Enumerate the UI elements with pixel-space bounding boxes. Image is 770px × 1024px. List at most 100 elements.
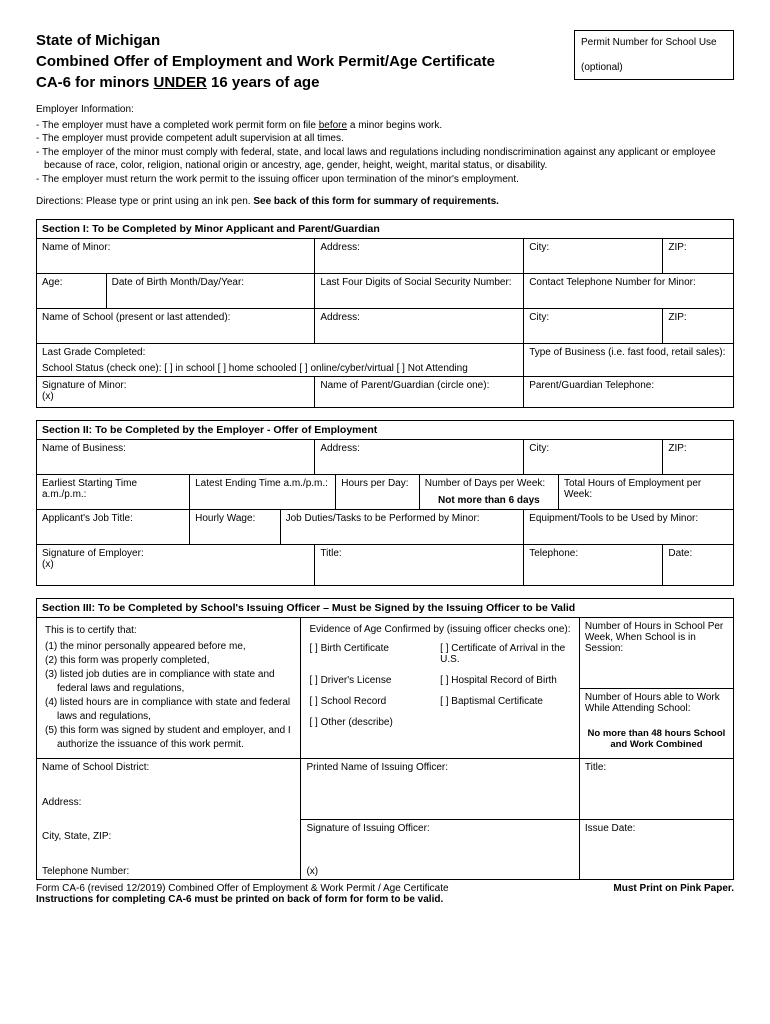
permit-box-line-2: (optional) — [581, 60, 727, 75]
field-age[interactable]: Age: — [37, 274, 107, 308]
field-days-week[interactable]: Number of Days per Week: Not more than 6… — [420, 475, 559, 509]
field-sig-officer[interactable]: Signature of Issuing Officer: (x) — [301, 820, 578, 880]
permit-number-box: Permit Number for School Use (optional) — [574, 30, 734, 80]
sig-officer-label: Signature of Issuing Officer: — [306, 823, 573, 834]
field-city-school[interactable]: City: — [524, 309, 663, 343]
title-3-suffix: 16 years of age — [207, 74, 320, 91]
field-district-tel[interactable]: Telephone Number: — [42, 866, 295, 877]
sig-emp-label: Signature of Employer: — [42, 548, 309, 559]
footer-right: Must Print on Pink Paper. — [613, 883, 734, 905]
footer-line-2: Instructions for completing CA-6 must be… — [36, 894, 449, 905]
field-name-minor[interactable]: Name of Minor: — [37, 239, 315, 273]
directions-prefix: Directions: Please type or print using a… — [36, 196, 253, 207]
field-issue-date[interactable]: Issue Date: — [580, 820, 733, 880]
field-biz-address[interactable]: Address: — [315, 440, 524, 474]
sig-minor-label: Signature of Minor: — [42, 380, 309, 391]
evidence-other[interactable]: [ ] Other (describe) — [309, 717, 440, 728]
field-dob[interactable]: Date of Birth Month/Day/Year: — [107, 274, 316, 308]
evidence-school-record[interactable]: [ ] School Record — [309, 696, 440, 707]
field-emp-tel[interactable]: Telephone: — [524, 545, 663, 585]
field-parent-name[interactable]: Name of Parent/Guardian (circle one): — [315, 377, 524, 407]
footer-line-1: Form CA-6 (revised 12/2019) Combined Off… — [36, 883, 449, 894]
days-week-l1: Number of Days per Week: — [425, 478, 553, 489]
header-row: State of Michigan Combined Offer of Empl… — [36, 30, 734, 93]
field-emp-title[interactable]: Title: — [315, 545, 524, 585]
field-district-csz[interactable]: City, State, ZIP: — [42, 831, 295, 842]
field-school-name[interactable]: Name of School (present or last attended… — [37, 309, 315, 343]
employer-info-list: The employer must have a completed work … — [36, 119, 734, 187]
evidence-baptismal[interactable]: [ ] Baptismal Certificate — [440, 696, 571, 707]
evidence-birth-cert[interactable]: [ ] Birth Certificate — [309, 643, 440, 665]
certify-heading: This is to certify that: — [45, 624, 292, 638]
sig-emp-x: (x) — [42, 559, 309, 570]
field-sig-minor[interactable]: Signature of Minor: (x) — [37, 377, 315, 407]
field-equipment[interactable]: Equipment/Tools to be Used by Minor: — [524, 510, 733, 544]
certify-1: (1) the minor personally appeared before… — [57, 640, 292, 654]
field-biz-name[interactable]: Name of Business: — [37, 440, 315, 474]
emp-info-1c: a minor begins work. — [347, 120, 442, 131]
field-wage[interactable]: Hourly Wage: — [190, 510, 280, 544]
field-total-hours[interactable]: Total Hours of Employment per Week: — [559, 475, 733, 509]
evidence-header: Evidence of Age Confirmed by (issuing of… — [309, 624, 570, 635]
field-contact-tel[interactable]: Contact Telephone Number for Minor: — [524, 274, 733, 308]
field-business-type[interactable]: Type of Business (i.e. fast food, retail… — [524, 344, 733, 376]
field-address-school[interactable]: Address: — [315, 309, 524, 343]
s3-evidence-block: Evidence of Age Confirmed by (issuing of… — [301, 618, 579, 758]
field-parent-tel[interactable]: Parent/Guardian Telephone: — [524, 377, 733, 407]
field-district-name[interactable]: Name of School District: — [42, 762, 295, 773]
field-hours-work[interactable]: Number of Hours able to Work While Atten… — [580, 689, 733, 759]
evidence-arrival-cert[interactable]: [ ] Certificate of Arrival in the U.S. — [440, 643, 571, 665]
field-hours-school[interactable]: Number of Hours in School Per Week, When… — [580, 618, 733, 689]
employer-info-block: Employer Information: The employer must … — [36, 103, 734, 186]
certify-4: (4) listed hours are in compliance with … — [57, 696, 292, 724]
field-zip-1[interactable]: ZIP: — [663, 239, 733, 273]
certify-5: (5) this form was signed by student and … — [57, 724, 292, 752]
field-ssn[interactable]: Last Four Digits of Social Security Numb… — [315, 274, 524, 308]
field-city-1[interactable]: City: — [524, 239, 663, 273]
permit-box-line-1: Permit Number for School Use — [581, 35, 727, 50]
field-start-time[interactable]: Earliest Starting Time a.m./p.m.: — [37, 475, 190, 509]
title-3-prefix: CA-6 for minors — [36, 74, 154, 91]
evidence-drivers-license[interactable]: [ ] Driver's License — [309, 675, 440, 686]
emp-info-item-3: The employer of the minor must comply wi… — [36, 146, 734, 173]
section-1-header: Section I: To be Completed by Minor Appl… — [37, 220, 733, 239]
employer-info-heading: Employer Information: — [36, 103, 734, 117]
title-line-2: Combined Offer of Employment and Work Pe… — [36, 51, 574, 72]
field-job-title[interactable]: Applicant's Job Title: — [37, 510, 190, 544]
field-biz-zip[interactable]: ZIP: — [663, 440, 733, 474]
field-biz-city[interactable]: City: — [524, 440, 663, 474]
emp-info-item-4: The employer must return the work permit… — [36, 173, 734, 187]
hours-work-label: Number of Hours able to Work While Atten… — [585, 692, 728, 714]
directions-line: Directions: Please type or print using a… — [36, 196, 734, 207]
field-duties[interactable]: Job Duties/Tasks to be Performed by Mino… — [281, 510, 525, 544]
field-last-grade[interactable]: Last Grade Completed: — [37, 344, 523, 359]
evidence-hospital-record[interactable]: [ ] Hospital Record of Birth — [440, 675, 571, 686]
grade-status-wrap: Last Grade Completed: School Status (che… — [37, 344, 524, 376]
section-3: Section III: To be Completed by School's… — [36, 598, 734, 880]
title-line-1: State of Michigan — [36, 30, 574, 51]
field-district-address[interactable]: Address: — [42, 797, 295, 808]
certify-2: (2) this form was properly completed, — [57, 654, 292, 668]
field-zip-school[interactable]: ZIP: — [663, 309, 733, 343]
directions-bold: See back of this form for summary of req… — [253, 196, 499, 207]
field-hours-day[interactable]: Hours per Day: — [336, 475, 420, 509]
s3-title-date-block: Title: Issue Date: — [580, 759, 733, 879]
footer-left: Form CA-6 (revised 12/2019) Combined Off… — [36, 883, 449, 905]
title-3-under: UNDER — [154, 74, 207, 91]
field-end-time[interactable]: Latest Ending Time a.m./p.m.: — [190, 475, 336, 509]
s3-officer-block: Printed Name of Issuing Officer: Signatu… — [301, 759, 579, 879]
section-3-header: Section III: To be Completed by School's… — [37, 599, 733, 618]
footer: Form CA-6 (revised 12/2019) Combined Off… — [36, 883, 734, 905]
certify-3: (3) listed job duties are in compliance … — [57, 668, 292, 696]
title-line-3: CA-6 for minors UNDER 16 years of age — [36, 72, 574, 93]
sig-officer-x: (x) — [306, 866, 573, 877]
field-officer-title[interactable]: Title: — [580, 759, 733, 820]
field-printed-officer[interactable]: Printed Name of Issuing Officer: — [301, 759, 578, 820]
field-emp-date[interactable]: Date: — [663, 545, 733, 585]
field-address-1[interactable]: Address: — [315, 239, 524, 273]
field-sig-employer[interactable]: Signature of Employer: (x) — [37, 545, 315, 585]
section-2-header: Section II: To be Completed by the Emplo… — [37, 421, 733, 440]
max-hours-note: No more than 48 hours School and Work Co… — [585, 728, 728, 750]
s3-certify-block: This is to certify that: (1) the minor p… — [37, 618, 301, 758]
field-school-status[interactable]: School Status (check one): [ ] in school… — [37, 359, 523, 376]
